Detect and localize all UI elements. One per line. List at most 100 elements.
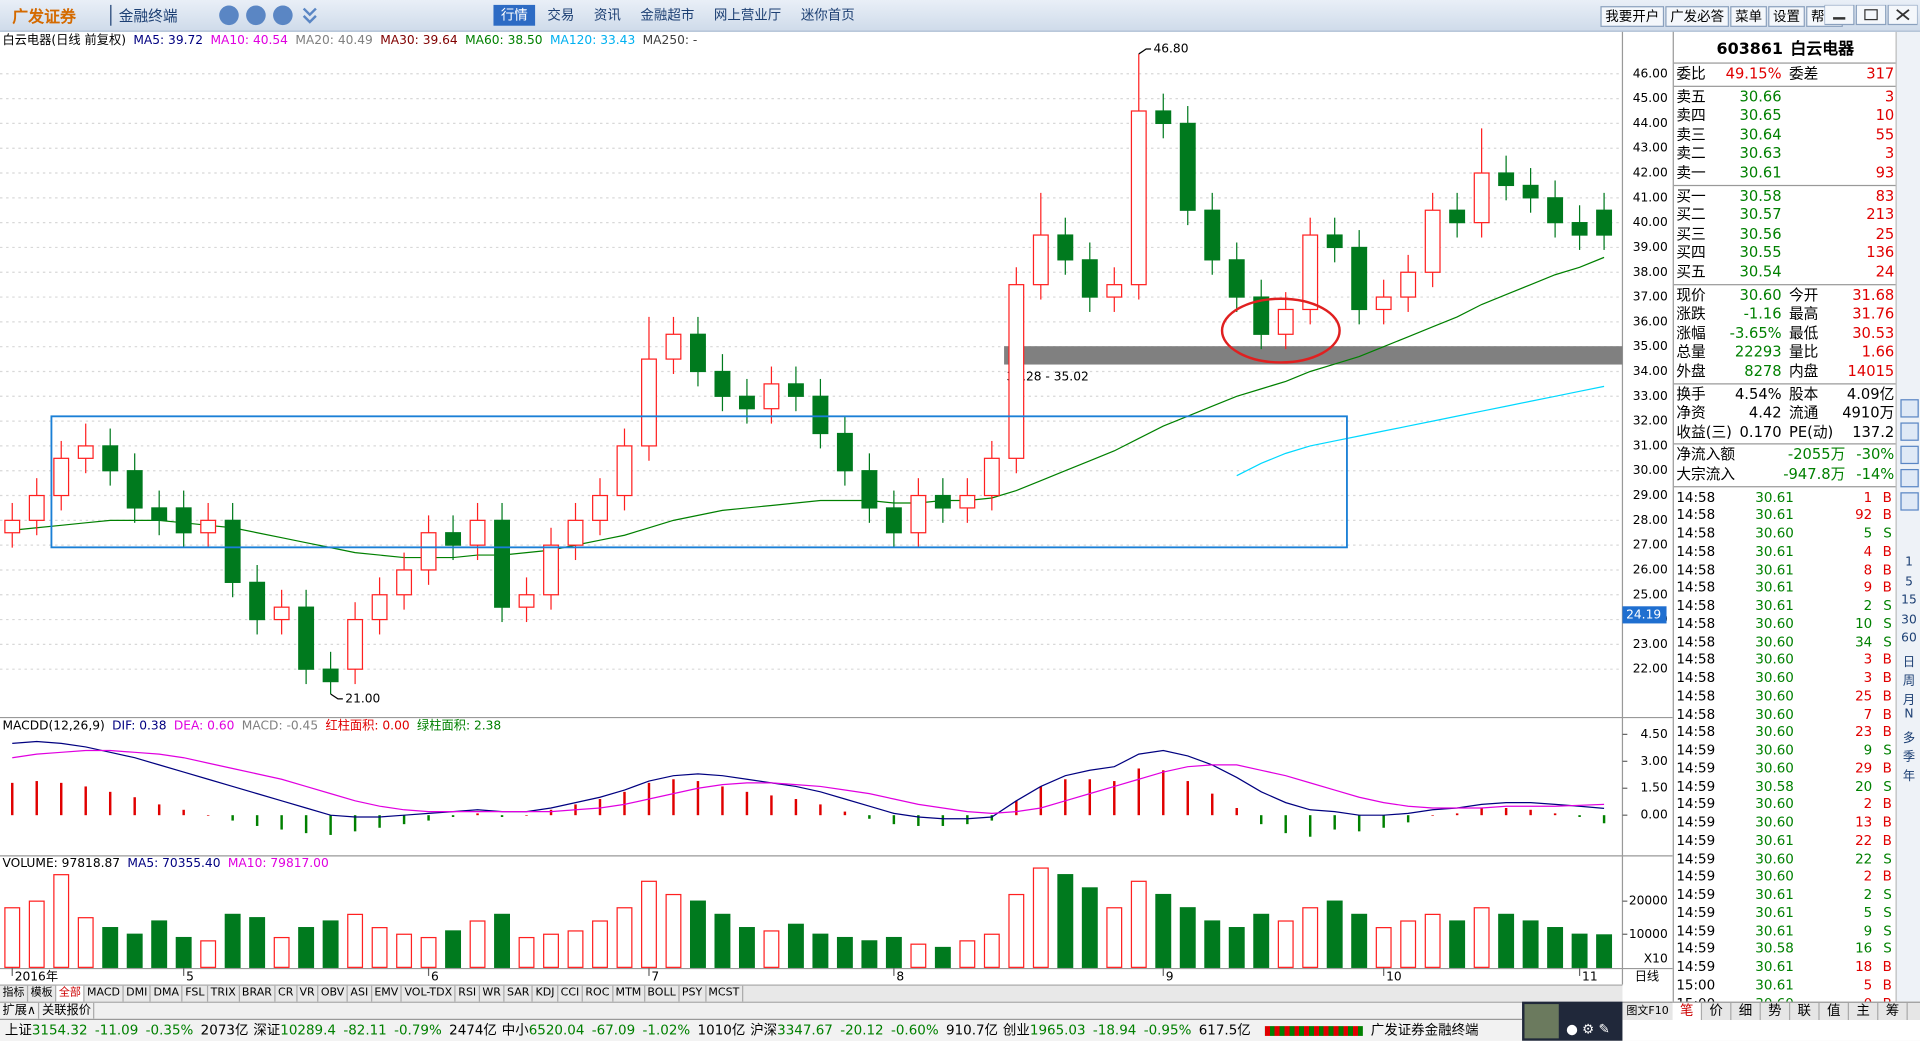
user-rectangle	[50, 415, 1348, 549]
toolbar-button[interactable]: 广发必答	[1665, 6, 1729, 27]
toolbar-button[interactable]: 设置	[1768, 6, 1805, 27]
indicator-tab[interactable]: MACD	[85, 985, 124, 1002]
index-value: 6520.04	[528, 1022, 585, 1039]
macd-bar	[1162, 770, 1165, 816]
tool-icon[interactable]	[1900, 399, 1919, 418]
indicator-tab[interactable]: RSI	[456, 985, 480, 1002]
indicator-tab[interactable]: 指标	[0, 985, 29, 1002]
volume-bar	[714, 913, 731, 968]
indicator-tab[interactable]: 全部	[56, 985, 85, 1002]
toolbar-button[interactable]: 我要开户	[1600, 6, 1665, 27]
menu-item[interactable]: 交易	[547, 7, 575, 24]
macd-bar	[1578, 815, 1581, 817]
minimize[interactable]	[1824, 4, 1855, 26]
indicator-tab[interactable]: MTM	[613, 985, 645, 1002]
period-button[interactable]: 季	[1902, 750, 1916, 765]
volume-bar	[1106, 907, 1123, 968]
period-button[interactable]: 1	[1905, 555, 1913, 570]
period-button[interactable]: 周	[1902, 674, 1916, 689]
menu-item[interactable]: 金融超市	[640, 7, 695, 24]
indicator-tab[interactable]: BRAR	[239, 985, 276, 1002]
candle-body	[1596, 209, 1613, 236]
period-button[interactable]: 月	[1902, 693, 1916, 708]
panel-tab[interactable]: 筹	[1878, 1002, 1908, 1021]
tool-icon[interactable]	[1900, 445, 1919, 465]
nav-icons[interactable]	[218, 4, 321, 27]
trade-volume: 5	[1863, 525, 1873, 542]
candle-body	[983, 457, 1000, 497]
period-button[interactable]: 年	[1902, 769, 1916, 784]
indicator-tab[interactable]: CR	[276, 985, 298, 1002]
home-button[interactable]	[219, 5, 239, 26]
label: 涨幅	[1676, 324, 1706, 342]
trade-time: 14:59	[1676, 832, 1716, 849]
y-tick-label: 10000	[1629, 927, 1668, 941]
user-ellipse	[1220, 297, 1341, 364]
indicator-tab[interactable]: DMI	[124, 985, 152, 1002]
quote-row: 涨跌 -1.16 最高 31.76	[1676, 305, 1894, 323]
panel-tab[interactable]: 势	[1761, 1002, 1791, 1021]
sub-tab[interactable]: 关联报价	[40, 1002, 95, 1019]
panel-tab[interactable]: 笔	[1672, 1002, 1703, 1021]
forward-button[interactable]	[273, 5, 293, 26]
indicator-tab[interactable]: CCI	[558, 985, 583, 1002]
period-button[interactable]: 多	[1902, 731, 1916, 746]
indicator-tab[interactable]: ASI	[348, 985, 372, 1002]
indicator-tab[interactable]: OBV	[318, 985, 348, 1002]
collapse-button[interactable]	[302, 7, 317, 24]
tool-icon[interactable]	[1900, 492, 1919, 511]
indicator-tab[interactable]: SAR	[505, 985, 534, 1002]
panel-tab[interactable]: 联	[1790, 1002, 1820, 1021]
indicator-tab[interactable]: PSY	[679, 985, 706, 1002]
volume-bar	[1179, 907, 1196, 968]
panel-tab[interactable]: 主	[1849, 1002, 1879, 1021]
panel-tab[interactable]: 值	[1820, 1002, 1849, 1021]
indicator-tab[interactable]: 模板	[28, 985, 57, 1002]
indicator-tab[interactable]: VOL-TDX	[402, 985, 456, 1002]
menu-item[interactable]: 迷你首页	[800, 7, 855, 24]
macd-line	[12, 749, 1605, 815]
window-controls[interactable]	[1824, 4, 1918, 26]
sub-tab[interactable]: 扩展∧	[0, 1002, 40, 1019]
indicator-tab[interactable]: BOLL	[645, 985, 680, 1002]
toolbar-button[interactable]: 菜单	[1730, 6, 1767, 27]
indicator-tab[interactable]: ROC	[583, 985, 614, 1002]
back-button[interactable]	[246, 5, 266, 26]
value: 0.170	[1739, 423, 1782, 441]
macd-bar	[721, 786, 724, 816]
indicator-tab[interactable]: TRIX	[208, 985, 240, 1002]
menu-item[interactable]: 行情	[493, 4, 536, 26]
indicator-tab[interactable]: EMV	[372, 985, 403, 1002]
quote-row: 涨幅 -3.65% 最低 30.53	[1676, 324, 1894, 342]
macd-bar	[672, 779, 675, 816]
trade-row: 14:58 30.61 2 S	[1676, 596, 1894, 614]
period-button[interactable]: 5	[1905, 574, 1913, 589]
indicator-tab[interactable]: VR	[297, 985, 319, 1002]
indicator-tab[interactable]: WR	[480, 985, 505, 1002]
indicator-tab[interactable]: FSL	[183, 985, 209, 1002]
panel-tab[interactable]: 细	[1731, 1002, 1761, 1021]
maximize[interactable]	[1855, 4, 1887, 26]
tool-icon[interactable]	[1900, 422, 1919, 441]
trade-time: 14:59	[1676, 940, 1716, 957]
f10-button[interactable]: 图文F10	[1622, 1001, 1673, 1021]
trade-time: 14:58	[1676, 489, 1716, 506]
y-tick-label: 42.00	[1633, 166, 1668, 180]
indicator-tab[interactable]: MCST	[706, 985, 743, 1002]
menu-item[interactable]: 资讯	[593, 7, 621, 24]
period-button[interactable]: 日	[1902, 655, 1916, 670]
indicator-tab[interactable]: KDJ	[533, 985, 559, 1002]
panel-tab[interactable]: 价	[1702, 1002, 1732, 1021]
quote-row: 卖四 30.65 10	[1676, 107, 1894, 125]
period-button[interactable]: 60	[1901, 631, 1917, 646]
period-button[interactable]: N	[1904, 707, 1914, 722]
volume-bar	[665, 893, 682, 968]
trade-row: 14:58 30.60 10 S	[1676, 615, 1894, 633]
menu-item[interactable]: 网上营业厅	[713, 7, 782, 24]
period-button[interactable]: 30	[1901, 612, 1917, 627]
legend-item: MACD: -0.45	[242, 719, 318, 733]
period-button[interactable]: 15	[1901, 593, 1917, 608]
tool-icon[interactable]	[1900, 468, 1919, 488]
value: 31.76	[1852, 305, 1895, 323]
indicator-tab[interactable]: DMA	[151, 985, 183, 1002]
